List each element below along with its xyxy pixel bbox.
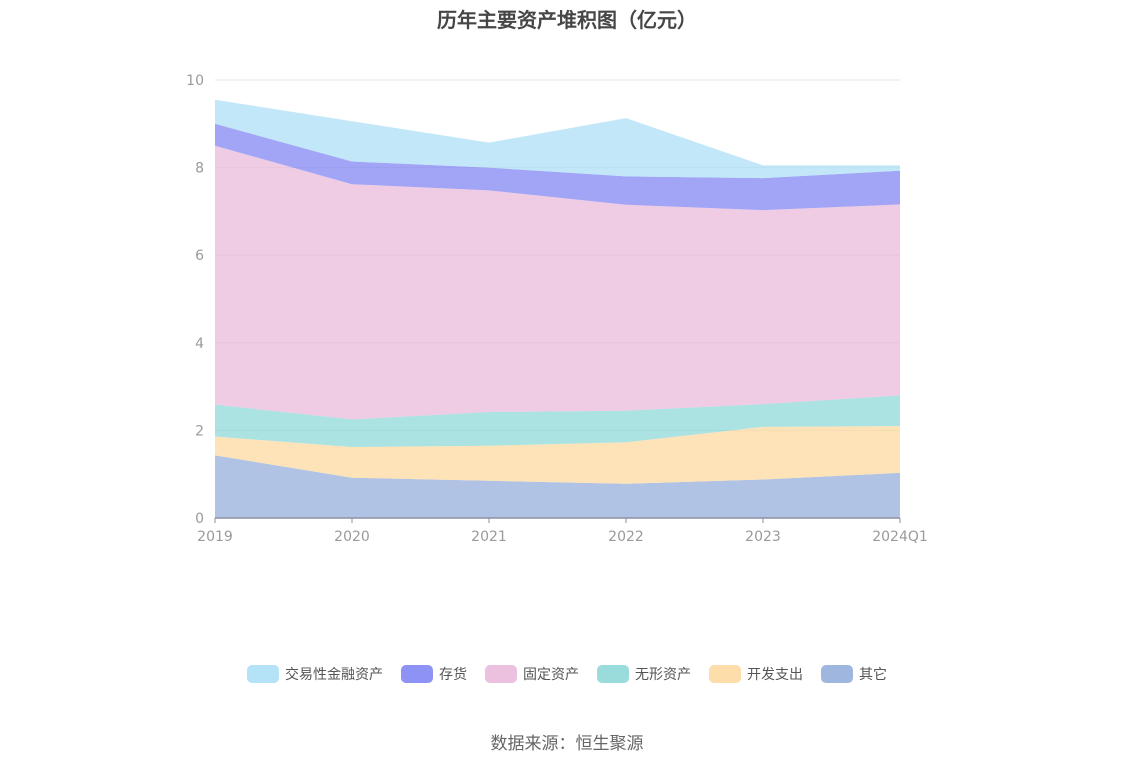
area-series-1 — [215, 426, 900, 484]
legend-item[interactable]: 其它 — [821, 664, 887, 684]
x-tick-label: 2022 — [608, 529, 644, 545]
legend-label: 开发支出 — [747, 667, 803, 683]
legend-swatch — [821, 665, 853, 683]
area-series-4 — [215, 123, 900, 211]
legend-swatch — [401, 665, 433, 683]
legend-item[interactable]: 无形资产 — [597, 664, 691, 684]
legend-item[interactable]: 固定资产 — [485, 664, 579, 684]
legend-swatch — [247, 665, 279, 683]
legend-swatch — [485, 665, 517, 683]
area-series-2 — [215, 395, 900, 447]
y-tick-label: 2 — [195, 423, 204, 439]
legend-label: 其它 — [859, 667, 887, 683]
legend-item[interactable]: 开发支出 — [709, 664, 803, 684]
axis-layer: 0 2 4 6 8 10 2019 2020 2021 2022 2023 2024Q1 — [186, 73, 928, 545]
legend-label: 固定资产 — [523, 667, 579, 683]
x-tick-label: 2019 — [197, 529, 233, 545]
y-tick-label: 10 — [186, 73, 204, 89]
legend-label: 存货 — [439, 667, 467, 683]
legend: 交易性金融资产 存货 固定资产 无形资产 开发支出 其它 — [0, 664, 1134, 684]
legend-label: 无形资产 — [635, 667, 691, 683]
y-tick-label: 0 — [195, 511, 204, 527]
area-series-5 — [215, 99, 900, 179]
chart-title: 历年主要资产堆积图（亿元） — [437, 8, 697, 32]
x-tick-label: 2021 — [471, 529, 507, 545]
legend-swatch — [709, 665, 741, 683]
legend-swatch — [597, 665, 629, 683]
stacked-area-chart: 0 2 4 6 8 10 2019 2020 2021 2022 2023 2024Q1 — [186, 73, 928, 545]
legend-item[interactable]: 存货 — [401, 664, 467, 684]
area-layer — [215, 99, 900, 518]
legend-label: 交易性金融资产 — [285, 667, 383, 683]
x-tick-label: 2024Q1 — [872, 529, 928, 545]
area-series-0 — [215, 455, 900, 518]
y-tick-label: 6 — [195, 248, 204, 264]
x-tick-label: 2023 — [745, 529, 781, 545]
x-tick-label: 2020 — [334, 529, 370, 545]
area-series-3 — [215, 145, 900, 420]
legend-item[interactable]: 交易性金融资产 — [247, 664, 383, 684]
y-tick-label: 4 — [195, 336, 204, 352]
y-tick-label: 8 — [195, 161, 204, 177]
data-source: 数据来源：恒生聚源 — [490, 734, 644, 754]
